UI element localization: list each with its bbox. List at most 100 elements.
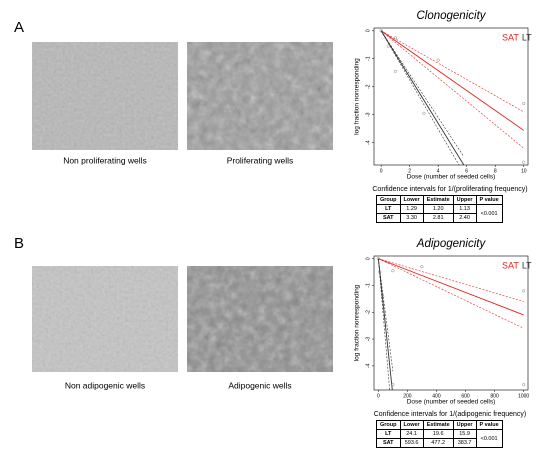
x-tick-label: 2: [408, 168, 411, 174]
y-tick-label: 0: [365, 29, 371, 32]
table-cell: 1.29: [399, 204, 424, 214]
x-tick-label: 0: [380, 168, 383, 174]
y-tick-label: -1: [365, 56, 371, 61]
x-tick-label: 6: [465, 168, 468, 174]
point: [393, 69, 397, 73]
table-row: SAT 593.6 477.2 383.7: [376, 438, 503, 448]
table-cell: SAT: [376, 213, 401, 223]
x-tick-label: 0: [377, 393, 380, 399]
estimate-line: [380, 30, 524, 131]
panel-label: B: [14, 235, 24, 252]
table-cell: 383.7: [452, 438, 477, 448]
table-cell: Upper: [452, 195, 477, 205]
table-cell: <0.001: [475, 429, 503, 448]
x-tick-label: 8: [494, 168, 497, 174]
image-texture: [32, 266, 178, 372]
y-axis-label: log fraction nonresponding: [354, 58, 361, 135]
point: [376, 257, 380, 261]
table-cell: Group: [376, 195, 401, 205]
table-cell: 3.30: [399, 213, 424, 223]
table-cell: LT: [376, 429, 401, 439]
ci-line: [378, 258, 394, 372]
point: [420, 265, 424, 269]
x-axis-label: Dose (number of seeded cells): [407, 399, 496, 406]
table-row: LT 24.1 19.6 15.9 <0.001: [376, 429, 503, 448]
chart-title: Adipogenicity: [416, 238, 487, 250]
ci-table: Group Lower Estimate Upper P value LT 24.1 19.6…: [376, 420, 503, 448]
table-cell: 2.81: [422, 213, 454, 223]
point: [386, 44, 390, 48]
estimate-line: [380, 30, 465, 165]
legend-label: SAT: [502, 32, 519, 42]
micrographs: [32, 42, 333, 372]
caption: Adipogenic wells: [228, 380, 291, 390]
point: [393, 36, 397, 40]
x-tick-label: 800: [490, 393, 499, 399]
table-row: SAT 3.30 2.81 2.40: [376, 213, 503, 223]
point: [522, 383, 526, 387]
point: [378, 270, 382, 274]
table-cell: Estimate: [422, 195, 454, 205]
table-cell: 2.40: [452, 213, 477, 223]
image-texture: [187, 266, 333, 372]
table-cell: P value: [475, 195, 503, 205]
table-cell: 15.9: [452, 429, 477, 439]
legend-label: SAT: [502, 260, 519, 270]
y-tick-label: -4: [365, 140, 371, 145]
table-cell: 1.20: [422, 204, 454, 214]
point: [522, 160, 526, 164]
estimate-line: [377, 258, 393, 390]
plot-area: [379, 29, 526, 165]
table-cell: Estimate: [422, 420, 454, 430]
y-tick-label: -3: [365, 112, 371, 117]
table-header: Group Lower Estimate Upper P value: [376, 195, 503, 205]
point: [381, 294, 385, 298]
plot-frame: [373, 255, 529, 391]
image-texture: [187, 42, 333, 150]
image-texture: [32, 42, 178, 150]
estimate-line: [378, 258, 524, 316]
caption: Non proliferating wells: [63, 155, 147, 165]
y-tick-label: -1: [365, 283, 371, 288]
table-cell: Group: [376, 420, 401, 430]
ci-line: [378, 258, 524, 329]
y-tick-label: -2: [365, 310, 371, 315]
ci-line: [378, 258, 390, 390]
point: [522, 289, 526, 293]
table-header: Group Lower Estimate Upper P value: [376, 420, 503, 430]
table-cell: SAT: [376, 438, 401, 448]
table-row: LT 1.29 1.20 1.13 <0.001: [376, 204, 503, 223]
caption: Proliferating wells: [227, 155, 294, 165]
y-axis-label: log fraction nonresponding: [354, 284, 361, 361]
ci-line: [380, 30, 524, 149]
x-axis-label: Dose (number of seeded cells): [407, 174, 496, 181]
point: [391, 383, 395, 387]
caption: Non adipogenic wells: [65, 380, 145, 390]
table-cell: <0.001: [475, 204, 503, 223]
plot-area: [376, 257, 526, 390]
legend-label: LT: [522, 260, 532, 270]
chart-title: Clonogenicity: [416, 10, 486, 22]
point: [436, 58, 440, 62]
x-tick-label: 1000: [518, 393, 529, 399]
table-cell: 1.13: [452, 204, 477, 214]
table-cell: 593.6: [399, 438, 424, 448]
table-cell: 19.6: [422, 429, 454, 439]
table-cell: Lower: [399, 420, 424, 430]
x-tick-label: 10: [521, 168, 527, 174]
table-cell: 24.1: [399, 429, 424, 439]
panel-label: A: [14, 19, 24, 36]
table-cell: Lower: [399, 195, 424, 205]
ci-line: [380, 30, 460, 165]
table-title: Confidence intervals for 1/(adipogenic f…: [374, 411, 527, 418]
point: [391, 269, 395, 273]
table-cell: 477.2: [422, 438, 454, 448]
table-cell: LT: [376, 204, 401, 214]
ci-table: Group Lower Estimate Upper P value LT 1.29 1.20…: [376, 195, 503, 223]
y-tick-label: -3: [365, 337, 371, 342]
point: [379, 29, 383, 33]
table-title: Confidence intervals for 1/(proliferatin…: [372, 186, 527, 193]
ci-line: [378, 258, 524, 302]
